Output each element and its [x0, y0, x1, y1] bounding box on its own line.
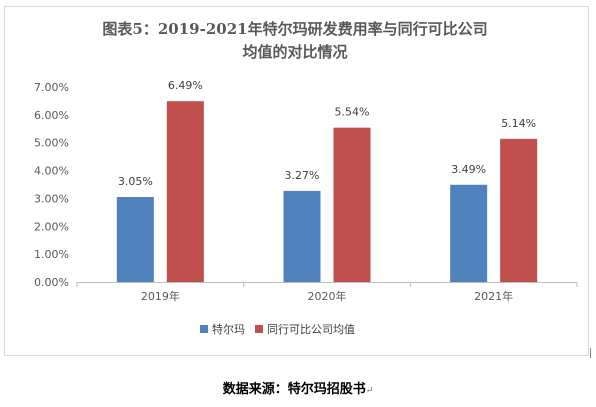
legend-swatch: [255, 325, 263, 333]
legend-label: 特尔玛: [212, 322, 245, 336]
bar: [166, 101, 204, 282]
data-labels: 3.05% 6.49% 3.27% 5.54% 3.49% 5.14%: [118, 79, 536, 188]
data-label: 5.54%: [335, 106, 370, 119]
chart-frame: 图表5：2019-2021年特尔玛研发费用率与同行可比公司 均值的对比情况 0.…: [4, 6, 589, 356]
side-mark: [590, 348, 591, 358]
y-tick-label: 4.00%: [34, 165, 69, 178]
caption-text: 数据来源：特尔玛招股书: [222, 382, 366, 397]
x-tick-label: 2019年: [141, 289, 180, 303]
x-tick-label: 2021年: [474, 289, 513, 303]
y-tick-label: 3.00%: [34, 192, 69, 205]
chart-title-line-2: 均值的对比情况: [242, 43, 347, 61]
y-tick-label: 1.00%: [34, 248, 69, 261]
y-tick-label: 5.00%: [34, 137, 69, 150]
caption-mark: ↵: [365, 386, 374, 396]
data-label: 3.27%: [285, 169, 320, 182]
legend: 特尔玛 同行可比公司均值: [200, 322, 355, 336]
bar-chart: 图表5：2019-2021年特尔玛研发费用率与同行可比公司 均值的对比情况 0.…: [34, 20, 578, 336]
bar: [450, 184, 488, 282]
data-label: 3.49%: [451, 163, 486, 176]
data-label: 5.14%: [501, 117, 536, 130]
legend-label: 同行可比公司均值: [267, 323, 355, 336]
bar: [500, 138, 538, 282]
y-tick-label: 7.00%: [34, 81, 69, 94]
y-tick-label: 6.00%: [34, 109, 69, 122]
axes: 0.00% 1.00% 2.00% 3.00% 4.00% 5.00% 6.00% 7.00%…: [34, 81, 578, 303]
legend-swatch: [200, 325, 208, 333]
bar: [283, 190, 321, 282]
chart-title-line-1: 图表5：2019-2021年特尔玛研发费用率与同行可比公司: [102, 20, 487, 38]
y-tick-label: 0.00%: [34, 276, 69, 289]
bars: [116, 101, 538, 283]
y-tick-label: 2.00%: [34, 220, 69, 233]
data-label: 3.05%: [118, 175, 153, 188]
x-tick-label: 2020年: [308, 289, 347, 303]
source-caption: 数据来源：特尔玛招股书↵: [0, 378, 596, 397]
data-label: 6.49%: [168, 79, 203, 92]
bar: [333, 127, 371, 283]
bar: [116, 197, 154, 282]
